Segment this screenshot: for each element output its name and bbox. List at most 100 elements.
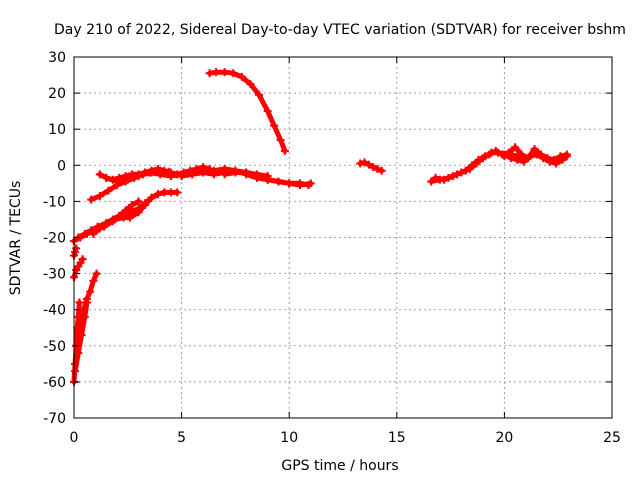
chart-title: Day 210 of 2022, Sidereal Day-to-day VTE…: [54, 22, 626, 38]
data-point: [113, 177, 122, 186]
y-tick-label: -60: [43, 375, 66, 391]
data-series: [70, 68, 571, 386]
data-point: [263, 175, 272, 184]
y-tick-label: 20: [48, 86, 66, 102]
data-point: [76, 323, 85, 332]
data-point: [71, 367, 80, 376]
grid: [74, 57, 612, 418]
y-tick-label: -20: [43, 231, 66, 247]
data-point: [237, 72, 246, 81]
data-point: [280, 146, 289, 155]
data-point: [123, 175, 132, 184]
axis-ticks: 0 5 10 15 20 25 -70 -60 -50 -40 -30 -20 -10 0 10 20 30: [43, 50, 621, 446]
data-point: [89, 229, 98, 238]
x-tick-label: 15: [388, 430, 406, 446]
data-point: [95, 170, 104, 179]
data-point: [457, 168, 466, 177]
data-point: [188, 170, 197, 179]
data-point: [252, 172, 261, 181]
data-point: [373, 164, 382, 173]
x-tick-label: 25: [603, 430, 621, 446]
y-tick-label: 0: [57, 158, 66, 174]
data-point: [513, 152, 522, 161]
data-point: [263, 107, 272, 116]
data-point: [229, 69, 238, 78]
data-point: [364, 160, 373, 169]
data-point: [465, 164, 474, 173]
data-point: [285, 179, 294, 188]
data-point: [89, 276, 98, 285]
data-point: [128, 201, 137, 210]
y-axis-label: SDTVAR / TECUs: [8, 181, 24, 296]
data-point: [102, 219, 111, 228]
data-point: [108, 215, 117, 224]
x-tick-label: 5: [177, 430, 186, 446]
series-arc-15: [356, 158, 386, 175]
data-point: [141, 199, 150, 208]
series-arc-8: [89, 197, 143, 238]
data-point: [360, 158, 369, 167]
data-point: [173, 188, 182, 197]
data-point: [75, 298, 84, 307]
data-point: [440, 175, 449, 184]
y-tick-label: 10: [48, 122, 66, 138]
data-point: [485, 150, 494, 159]
data-point: [448, 172, 457, 181]
y-tick-label: -50: [43, 339, 66, 355]
data-point: [212, 68, 221, 77]
data-point: [166, 172, 175, 181]
data-point: [369, 163, 378, 172]
data-point: [177, 172, 186, 181]
data-point: [72, 244, 81, 253]
data-point: [295, 179, 304, 188]
data-point: [86, 287, 95, 296]
data-point: [156, 170, 165, 179]
data-point: [530, 145, 539, 154]
data-point: [134, 172, 143, 181]
data-point: [270, 121, 279, 130]
data-point: [147, 193, 156, 202]
data-point: [242, 168, 251, 177]
data-point: [427, 177, 436, 186]
data-point: [102, 173, 111, 182]
data-point: [95, 224, 104, 233]
data-point: [205, 69, 214, 78]
x-tick-label: 0: [70, 430, 79, 446]
data-point: [74, 349, 83, 358]
data-point: [511, 143, 520, 152]
data-point: [377, 166, 386, 175]
y-tick-label: -40: [43, 303, 66, 319]
data-point: [545, 157, 554, 166]
data-point: [506, 150, 515, 159]
x-axis-label: GPS time / hours: [281, 458, 398, 474]
data-point: [491, 146, 500, 155]
data-point: [87, 195, 96, 204]
data-point: [145, 168, 154, 177]
data-point: [558, 155, 567, 164]
data-point: [160, 188, 169, 197]
data-point: [115, 211, 124, 220]
data-point: [220, 170, 229, 179]
data-point: [246, 80, 255, 89]
y-tick-label: -30: [43, 267, 66, 283]
data-point: [431, 173, 440, 182]
data-point: [478, 154, 487, 163]
data-point: [532, 150, 541, 159]
data-point: [104, 186, 113, 195]
y-tick-label: 30: [48, 50, 66, 66]
data-point: [209, 166, 218, 175]
data-point: [472, 159, 481, 168]
series-arc-18: [500, 150, 571, 168]
data-point: [562, 152, 571, 161]
data-point: [255, 90, 264, 99]
data-point: [539, 154, 548, 163]
data-point: [552, 159, 561, 168]
data-point: [134, 197, 143, 206]
data-point: [92, 269, 101, 278]
data-point: [153, 190, 162, 199]
series-arc-14: [205, 68, 289, 155]
data-point: [304, 181, 313, 190]
data-point: [231, 168, 240, 177]
